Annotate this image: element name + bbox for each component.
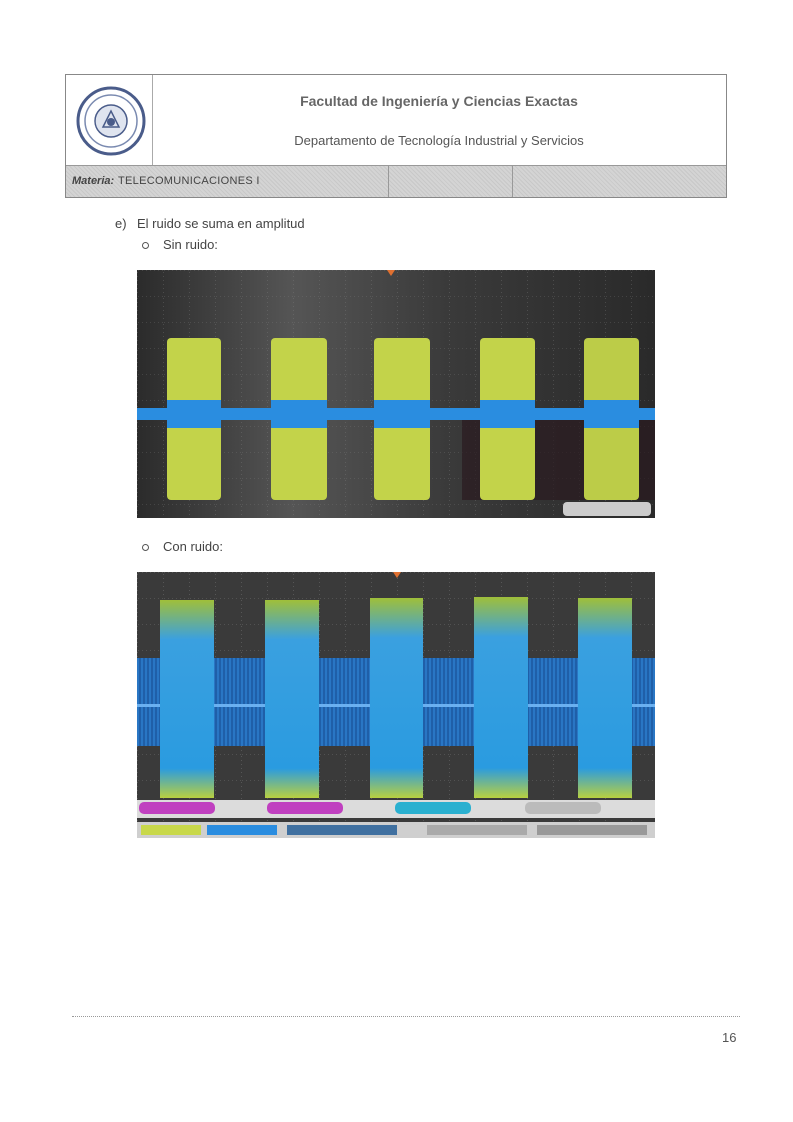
page-number: 16	[722, 1030, 737, 1045]
item-text: El ruido se suma en amplitud	[137, 216, 305, 231]
faculty-title: Facultad de Ingeniería y Ciencias Exacta…	[300, 93, 578, 109]
department-title: Departamento de Tecnología Industrial y …	[294, 133, 584, 148]
footer-divider	[72, 1016, 740, 1017]
header-titles: Facultad de Ingeniería y Ciencias Exacta…	[152, 75, 726, 165]
subject-label: Materia:	[72, 175, 115, 187]
empty-cell-1	[388, 166, 513, 197]
scope-trace-no-noise	[137, 270, 655, 518]
university-seal-icon	[76, 86, 146, 156]
document-header: Facultad de Ingeniería y Ciencias Exacta…	[65, 74, 727, 198]
oscilloscope-photo-no-noise	[137, 270, 655, 518]
subject-cell: Materia: TELECOMUNICACIONES I	[66, 166, 389, 197]
logo-cell	[66, 75, 153, 165]
circle-bullet-icon	[142, 544, 149, 552]
subject-value: TELECOMUNICACIONES I	[118, 175, 260, 187]
list-item-e: e) El ruido se suma en amplitud	[115, 216, 305, 231]
bullet-label: Sin ruido:	[163, 237, 218, 252]
bullet-with-noise: Con ruido:	[140, 539, 223, 554]
bullet-label: Con ruido:	[163, 539, 223, 554]
circle-bullet-icon	[142, 242, 149, 250]
scope-trace-with-noise	[137, 572, 655, 838]
bullet-no-noise: Sin ruido:	[140, 237, 218, 252]
oscilloscope-photo-with-noise	[137, 572, 655, 838]
item-marker: e)	[115, 216, 127, 231]
subject-row: Materia: TELECOMUNICACIONES I	[66, 165, 726, 197]
